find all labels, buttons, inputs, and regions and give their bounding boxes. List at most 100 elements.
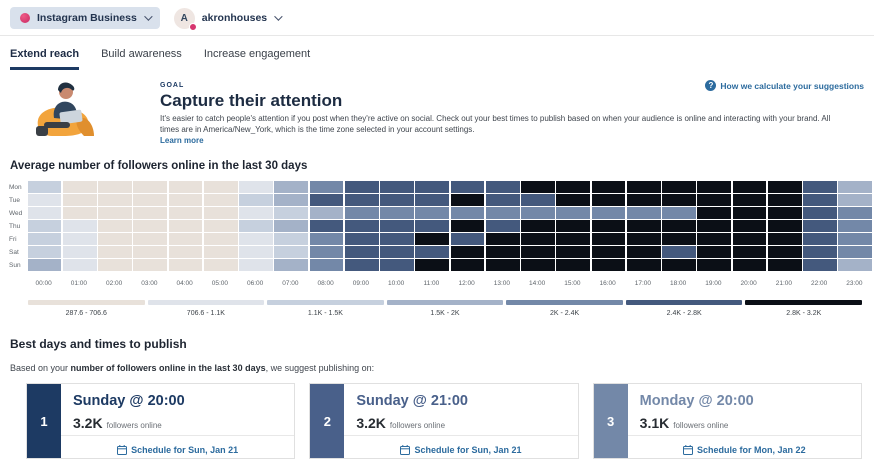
heatmap-cell[interactable] [344,233,379,246]
heatmap-cell[interactable] [485,181,520,194]
heatmap-cell[interactable] [239,220,273,233]
heatmap-cell[interactable] [133,220,167,233]
heatmap-cell[interactable] [133,181,167,194]
heatmap-cell[interactable] [98,246,132,259]
heatmap-cell[interactable] [626,181,661,194]
heatmap-cell[interactable] [98,220,132,233]
heatmap-cell[interactable] [415,194,449,207]
heatmap-cell[interactable] [803,207,837,220]
heatmap-cell[interactable] [274,233,308,246]
heatmap-cell[interactable] [168,181,203,194]
heatmap-cell[interactable] [274,181,308,194]
heatmap-cell[interactable] [415,207,449,220]
heatmap-cell[interactable] [62,246,97,259]
heatmap-cell[interactable] [838,194,872,207]
heatmap-cell[interactable] [485,233,520,246]
heatmap-cell[interactable] [485,259,520,272]
tab-increase-engagement[interactable]: Increase engagement [204,46,310,70]
heatmap-cell[interactable] [697,181,731,194]
heatmap-cell[interactable] [309,194,344,207]
heatmap-cell[interactable] [27,220,62,233]
heatmap-cell[interactable] [626,233,661,246]
heatmap-cell[interactable] [168,207,203,220]
heatmap-cell[interactable] [485,207,520,220]
heatmap-cell[interactable] [556,259,590,272]
heatmap-cell[interactable] [767,233,802,246]
heatmap-cell[interactable] [450,259,485,272]
heatmap-cell[interactable] [732,220,767,233]
heatmap-cell[interactable] [450,233,485,246]
heatmap-cell[interactable] [556,220,590,233]
heatmap-cell[interactable] [732,246,767,259]
heatmap-cell[interactable] [27,194,62,207]
heatmap-cell[interactable] [838,259,872,272]
heatmap-cell[interactable] [521,246,555,259]
heatmap-cell[interactable] [521,194,555,207]
tab-build-awareness[interactable]: Build awareness [101,46,182,70]
heatmap-cell[interactable] [485,220,520,233]
heatmap-cell[interactable] [27,259,62,272]
heatmap-cell[interactable] [98,259,132,272]
profile-selector[interactable]: A akronhouses [173,7,283,31]
heatmap-cell[interactable] [203,220,238,233]
heatmap-cell[interactable] [309,220,344,233]
heatmap-cell[interactable] [415,181,449,194]
heatmap-cell[interactable] [133,207,167,220]
heatmap-cell[interactable] [309,181,344,194]
heatmap-cell[interactable] [556,233,590,246]
heatmap-cell[interactable] [344,194,379,207]
heatmap-cell[interactable] [168,259,203,272]
heatmap-cell[interactable] [803,259,837,272]
heatmap-cell[interactable] [415,259,449,272]
heatmap-cell[interactable] [767,259,802,272]
heatmap-cell[interactable] [485,246,520,259]
heatmap-cell[interactable] [838,220,872,233]
heatmap-cell[interactable] [662,194,696,207]
heatmap-cell[interactable] [27,181,62,194]
heatmap-cell[interactable] [62,233,97,246]
heatmap-cell[interactable] [697,246,731,259]
heatmap-cell[interactable] [344,207,379,220]
heatmap-cell[interactable] [803,233,837,246]
heatmap-cell[interactable] [380,220,414,233]
heatmap-cell[interactable] [203,233,238,246]
help-link[interactable]: ? How we calculate your suggestions [705,80,864,91]
heatmap-cell[interactable] [697,207,731,220]
heatmap-cell[interactable] [767,220,802,233]
heatmap-cell[interactable] [556,194,590,207]
heatmap-cell[interactable] [556,246,590,259]
heatmap-cell[interactable] [380,207,414,220]
heatmap-cell[interactable] [521,233,555,246]
heatmap-cell[interactable] [626,246,661,259]
heatmap-cell[interactable] [133,246,167,259]
heatmap-cell[interactable] [803,181,837,194]
heatmap-cell[interactable] [133,233,167,246]
heatmap-cell[interactable] [274,259,308,272]
heatmap-cell[interactable] [203,181,238,194]
heatmap-cell[interactable] [697,220,731,233]
heatmap-cell[interactable] [274,220,308,233]
heatmap-cell[interactable] [803,194,837,207]
heatmap-cell[interactable] [591,194,626,207]
heatmap-cell[interactable] [309,233,344,246]
heatmap-cell[interactable] [344,220,379,233]
heatmap-cell[interactable] [98,207,132,220]
heatmap-cell[interactable] [767,246,802,259]
heatmap-cell[interactable] [62,207,97,220]
heatmap-cell[interactable] [239,207,273,220]
heatmap-cell[interactable] [380,259,414,272]
heatmap-cell[interactable] [697,259,731,272]
heatmap-cell[interactable] [415,233,449,246]
heatmap-cell[interactable] [203,207,238,220]
heatmap-cell[interactable] [803,220,837,233]
heatmap-cell[interactable] [203,259,238,272]
heatmap-cell[interactable] [344,246,379,259]
heatmap-cell[interactable] [239,233,273,246]
heatmap-cell[interactable] [380,233,414,246]
heatmap-cell[interactable] [62,220,97,233]
heatmap-cell[interactable] [203,194,238,207]
heatmap-cell[interactable] [450,246,485,259]
heatmap-cell[interactable] [521,181,555,194]
heatmap-cell[interactable] [556,207,590,220]
heatmap-cell[interactable] [626,194,661,207]
